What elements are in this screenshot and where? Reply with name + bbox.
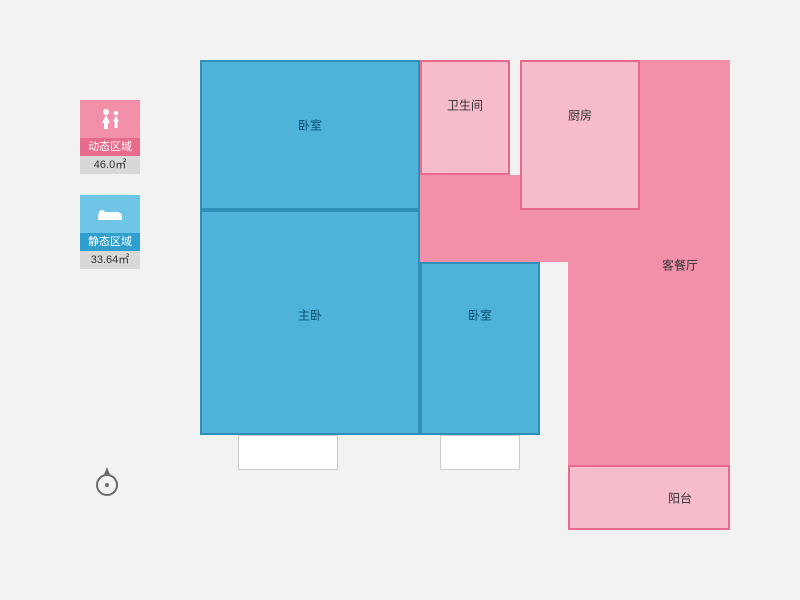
room-label-bedroom1: 卧室 bbox=[298, 117, 322, 134]
sleep-icon bbox=[80, 195, 140, 233]
room-label-kitchen: 厨房 bbox=[568, 107, 592, 124]
legend-dynamic-title: 动态区域 bbox=[80, 138, 140, 156]
room-label-balcony: 阳台 bbox=[668, 490, 692, 507]
floor-plan-canvas: 卧室主卧卧室卫生间厨房客餐厅阳台 bbox=[0, 0, 800, 600]
room-label-living: 客餐厅 bbox=[662, 257, 698, 274]
room-label-master_bed: 主卧 bbox=[298, 307, 322, 324]
legend-static-title: 静态区域 bbox=[80, 233, 140, 251]
room-label-bathroom: 卫生间 bbox=[447, 97, 483, 114]
legend-static: 静态区域 33.64㎡ bbox=[80, 195, 140, 269]
people-icon bbox=[80, 100, 140, 138]
compass-icon bbox=[90, 465, 124, 499]
legend-dynamic-value: 46.0㎡ bbox=[80, 156, 140, 174]
room-bedroom2 bbox=[420, 262, 540, 435]
legend-dynamic: 动态区域 46.0㎡ bbox=[80, 100, 140, 174]
recess-0 bbox=[238, 435, 338, 470]
room-bathroom bbox=[420, 60, 510, 175]
legend-static-value: 33.64㎡ bbox=[80, 251, 140, 269]
room-bedroom1 bbox=[200, 60, 420, 210]
room-label-bedroom2: 卧室 bbox=[468, 307, 492, 324]
room-balcony bbox=[568, 465, 730, 530]
room-kitchen bbox=[520, 60, 640, 210]
recess-1 bbox=[440, 435, 520, 470]
